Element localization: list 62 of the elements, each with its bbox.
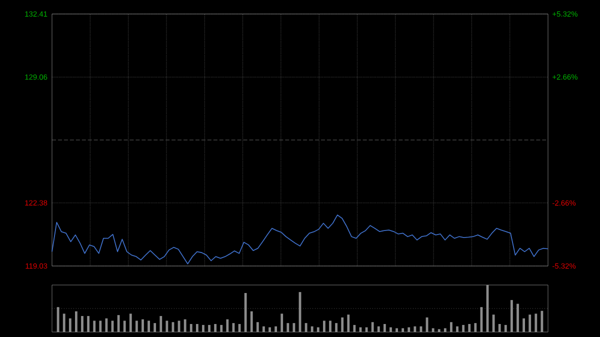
bar [492, 314, 495, 332]
bar [335, 323, 338, 332]
bar [87, 316, 90, 332]
bar [383, 324, 386, 332]
bar [347, 314, 350, 332]
bar [226, 319, 229, 332]
bar [329, 320, 332, 332]
bar [214, 324, 217, 332]
bar [528, 314, 532, 332]
bar [450, 322, 452, 332]
bar [93, 320, 96, 332]
bar [68, 318, 72, 332]
bar [516, 304, 519, 332]
bar [220, 324, 223, 332]
bar [208, 324, 210, 332]
bar [462, 324, 465, 332]
bar [256, 322, 259, 332]
bar [160, 316, 162, 332]
bar [56, 307, 60, 332]
bar [148, 320, 150, 332]
bar [444, 328, 446, 332]
bar [154, 323, 156, 332]
bar [262, 326, 265, 332]
bar [341, 317, 344, 332]
bar [244, 292, 247, 332]
bar [99, 320, 102, 332]
bar [534, 314, 538, 332]
bar [377, 326, 380, 332]
bar [474, 323, 477, 332]
bar [468, 324, 471, 332]
bar [396, 328, 398, 332]
bar [196, 324, 198, 332]
bar [414, 326, 416, 332]
bar [184, 319, 186, 332]
bar [304, 323, 308, 332]
bar [75, 311, 78, 332]
bar [250, 311, 253, 332]
bar [123, 320, 126, 332]
bar [142, 319, 144, 332]
bar [522, 318, 526, 332]
bar [371, 322, 374, 332]
bar [498, 324, 501, 332]
bar [432, 328, 434, 332]
bar [166, 320, 168, 332]
bar [62, 314, 66, 332]
bar [353, 324, 356, 332]
bar [510, 300, 513, 332]
bar [322, 320, 326, 332]
bar [280, 314, 284, 332]
bar [438, 329, 440, 332]
bar [81, 316, 84, 332]
bar [402, 328, 404, 332]
bar [190, 324, 192, 332]
bar [456, 326, 458, 332]
bar [135, 320, 138, 332]
bar [504, 324, 507, 332]
bar [202, 324, 204, 332]
bar [274, 326, 278, 332]
bar [105, 318, 108, 332]
bar [286, 323, 290, 332]
bar [129, 314, 132, 332]
bar [310, 326, 314, 332]
